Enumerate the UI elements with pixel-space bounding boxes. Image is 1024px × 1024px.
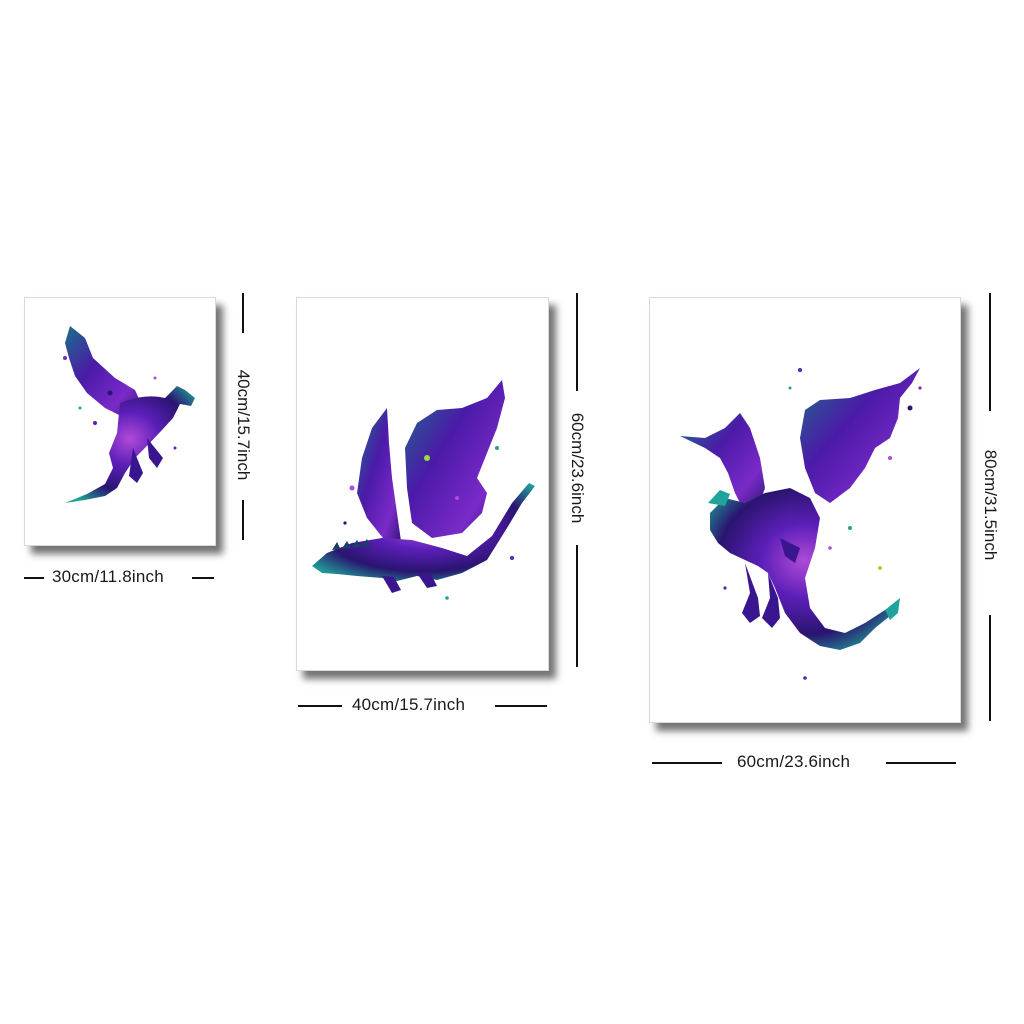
large-poster-width-label: 60cm/23.6inch xyxy=(737,752,851,771)
medium-width-line-right xyxy=(495,705,547,707)
small-poster-width-label: 30cm/11.8inch xyxy=(52,567,164,586)
small-poster-height-label: 40cm/15.7inch xyxy=(234,369,253,481)
large-poster-height-label: 80cm/31.5inch xyxy=(981,449,1000,561)
large-width-line-left xyxy=(652,762,722,764)
large-height-line-top xyxy=(989,293,991,411)
medium-poster-width-label: 40cm/15.7inch xyxy=(352,695,466,714)
large-width-line-right xyxy=(886,762,956,764)
medium-width-line-left xyxy=(298,705,342,707)
large-poster xyxy=(649,297,961,723)
small-width-line-right xyxy=(192,577,214,579)
medium-height-line-bottom xyxy=(576,545,578,667)
medium-height-line-top xyxy=(576,293,578,391)
small-poster xyxy=(24,297,216,546)
small-width-line-left xyxy=(24,577,44,579)
dragon-artwork-large xyxy=(680,368,922,680)
small-height-line-bottom xyxy=(242,500,244,540)
dragon-artwork-small xyxy=(63,326,195,503)
dragon-artwork-medium xyxy=(312,380,535,600)
medium-poster xyxy=(296,297,549,671)
large-height-line-bottom xyxy=(989,615,991,721)
small-height-line-top xyxy=(242,293,244,333)
medium-poster-height-label: 60cm/23.6inch xyxy=(568,412,587,524)
